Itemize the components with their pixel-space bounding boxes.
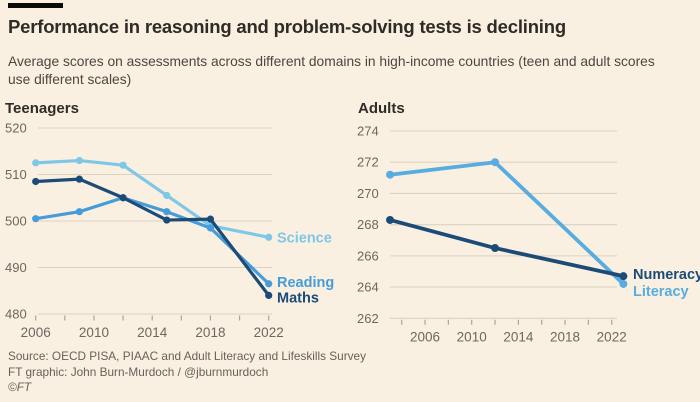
x-tick-label: 2010 [79, 325, 109, 340]
chart-adults: 262 264 266 268 270 272 274 2006 2010 2014 2018 202… [357, 124, 700, 345]
maths-series-label: Maths [277, 290, 319, 306]
credit-note: FT graphic: John Burn-Murdoch / @jburnmu… [8, 364, 269, 379]
source-note: Source: OECD PISA, PIAAC and Adult Liter… [8, 349, 367, 363]
numeracy-line [388, 218, 626, 279]
numeracy-series-label: Numeracy [633, 267, 700, 283]
science-point [265, 233, 273, 241]
y-tick-label: 480 [5, 307, 27, 322]
science-line [34, 158, 271, 239]
page-title: Performance in reasoning and problem-sol… [8, 16, 566, 37]
y-tick-label: 272 [357, 155, 379, 170]
science-point [75, 156, 83, 165]
science-point [119, 161, 127, 169]
chart-teenagers: 480 490 500 510 520 2006 2010 2014 2018 2022 Scien… [5, 121, 334, 341]
maths-point [119, 194, 127, 202]
x-tick-label: 2006 [21, 325, 51, 340]
maths-point [265, 291, 273, 299]
x-tick-label: 2006 [410, 329, 440, 344]
x-tick-label: 2018 [550, 329, 580, 344]
x-tick-label: 2010 [457, 329, 487, 344]
x-tick-label: 2022 [254, 325, 284, 340]
x-tick-label: 2022 [597, 329, 627, 344]
reading-point [206, 224, 215, 232]
y-tick-label: 262 [357, 311, 379, 326]
reading-series-label: Reading [277, 275, 334, 291]
y-tick-label: 274 [357, 124, 379, 139]
chart-footer: Source: OECD PISA, PIAAC and Adult Liter… [8, 349, 608, 396]
y-tick-label: 266 [357, 248, 379, 263]
maths-point [75, 175, 83, 183]
reading-point [265, 280, 273, 288]
numeracy-point [386, 215, 395, 224]
y-tick-label: 264 [357, 280, 379, 295]
copyright-note: ©FT [8, 380, 32, 394]
x-tick-label: 2014 [137, 325, 168, 340]
reading-point [32, 215, 40, 223]
chart-title-teenagers: Teenagers [5, 100, 79, 117]
chart-title-adults: Adults [358, 100, 405, 117]
science-series-label: Science [277, 230, 332, 246]
literacy-series-label: Literacy [633, 284, 689, 300]
x-tick-label: 2018 [195, 325, 225, 340]
literacy-line [388, 160, 626, 286]
accent-bar [8, 3, 63, 8]
x-tick-label: 2014 [503, 329, 534, 344]
y-tick-label: 490 [5, 260, 27, 275]
maths-point [32, 177, 40, 186]
reading-line [34, 196, 271, 286]
science-point [32, 159, 40, 167]
reading-point [75, 208, 83, 216]
page-subtitle: Average scores on assessments across dif… [8, 54, 655, 87]
maths-point [206, 215, 215, 223]
reading-point [163, 208, 171, 216]
literacy-point [386, 170, 395, 179]
y-tick-label: 510 [5, 167, 27, 182]
maths-point [163, 216, 171, 224]
y-tick-label: 268 [357, 217, 379, 232]
y-tick-label: 500 [5, 214, 27, 229]
y-tick-label: 270 [357, 186, 379, 201]
maths-line [34, 177, 271, 297]
numeracy-point [491, 244, 500, 253]
y-tick-label: 520 [5, 121, 27, 136]
science-point [163, 191, 171, 200]
literacy-point [619, 279, 628, 288]
numeracy-point [619, 272, 628, 281]
literacy-point [491, 158, 500, 167]
